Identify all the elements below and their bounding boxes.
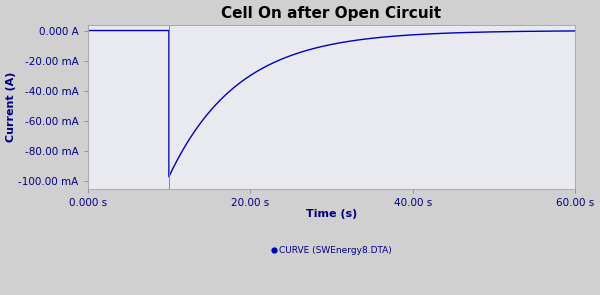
CURVE (SWEnergy8.DTA) [165,175,172,178]
CURVE (SWEnergy8.DTA) [366,37,373,40]
CURVE (SWEnergy8.DTA) [264,64,271,67]
Legend: CURVE (SWEnergy8.DTA): CURVE (SWEnergy8.DTA) [268,242,395,259]
CURVE (SWEnergy8.DTA) [496,30,503,34]
Y-axis label: Current (A): Current (A) [5,71,16,142]
CURVE (SWEnergy8.DTA) [170,166,177,170]
Title: Cell On after Open Circuit: Cell On after Open Circuit [221,6,442,21]
CURVE (SWEnergy8.DTA) [463,31,470,34]
Line: CURVE (SWEnergy8.DTA): CURVE (SWEnergy8.DTA) [88,30,575,177]
X-axis label: Time (s): Time (s) [306,209,357,219]
CURVE (SWEnergy8.DTA) [84,29,91,32]
CURVE (SWEnergy8.DTA) [355,38,362,42]
CURVE (SWEnergy8.DTA) [572,29,579,33]
